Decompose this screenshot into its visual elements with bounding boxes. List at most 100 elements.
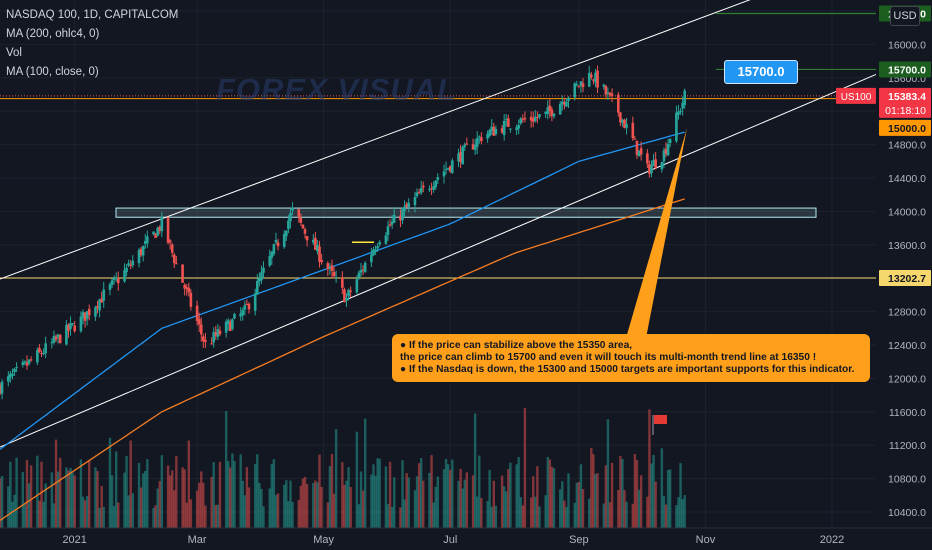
volume-bar (50, 472, 54, 528)
candle-body (436, 177, 440, 180)
volume-bar (529, 497, 533, 528)
candle-body (50, 342, 54, 344)
y-tick-label: 14800.0 (888, 140, 926, 152)
volume-bar (422, 480, 425, 528)
volume-bar (330, 453, 334, 528)
volume-bar (575, 482, 578, 528)
candle-body (521, 118, 525, 120)
bar-countdown: 01:18:10 (885, 105, 926, 117)
candle-body (515, 127, 518, 131)
candle-body (212, 332, 216, 343)
volume-bar (536, 466, 539, 528)
volume-bar (449, 469, 452, 528)
volume-bar (563, 500, 566, 528)
volume-bar (451, 459, 454, 528)
currency-button[interactable]: USD (890, 6, 920, 26)
candle-body (536, 117, 539, 119)
volume-bar (500, 475, 504, 528)
volume-bar (461, 488, 464, 528)
volume-bar (374, 475, 377, 528)
candle-body (116, 278, 120, 284)
candle-body (675, 112, 678, 142)
volume-bar (260, 488, 263, 528)
volume-bar (114, 451, 118, 528)
note-line-3: ● If the Nasdaq is down, the 15300 and 1… (400, 364, 855, 375)
analysis-note[interactable]: ● If the price can stabilize above the 1… (392, 334, 870, 382)
flag-icon[interactable] (652, 414, 670, 436)
volume-bar (532, 476, 535, 528)
volume-bar (552, 468, 556, 528)
candle-body (255, 281, 259, 295)
volume-bar (345, 480, 348, 528)
candle-body (36, 350, 39, 363)
volume-bar (577, 481, 581, 528)
volume-bar (361, 490, 365, 528)
candle-body (459, 151, 462, 163)
volume-bar (96, 471, 99, 528)
volume-bar (231, 453, 234, 528)
candle-body (550, 109, 554, 116)
y-tick-label: 11200.0 (889, 440, 926, 452)
candle-body (619, 112, 622, 123)
candle-body (392, 214, 396, 223)
volume-bar (79, 459, 83, 528)
candle-body (446, 167, 450, 169)
volume-bar (71, 472, 74, 528)
volume-bar (152, 507, 155, 528)
volume-bar (332, 493, 336, 528)
volume-bar (650, 463, 653, 528)
volume-bar (625, 501, 628, 528)
candle-body (318, 246, 321, 262)
volume-bar (372, 464, 375, 528)
volume-bar (0, 478, 2, 528)
candle-body (407, 202, 411, 208)
candle-body (421, 185, 425, 188)
volume-bar (548, 459, 552, 528)
volume-bar (98, 507, 101, 528)
candle-body (480, 137, 483, 142)
volume-bar (407, 477, 410, 528)
candle-body (187, 287, 191, 293)
volume-bar (146, 459, 149, 528)
volume-bar (285, 480, 288, 528)
candle-body (558, 103, 562, 115)
candle-body (131, 260, 135, 266)
volume-legend[interactable]: Vol (6, 47, 22, 59)
candle-body (58, 335, 62, 344)
candle-body (376, 246, 379, 249)
candle-body (662, 150, 666, 162)
candle-body (341, 277, 344, 288)
candle-body (419, 188, 423, 193)
volume-bar (432, 502, 435, 528)
candle-body (301, 224, 305, 229)
volume-bar (11, 501, 14, 528)
candle-body (305, 235, 309, 241)
candle-body (330, 265, 334, 271)
target-callout[interactable]: 15700.0 (724, 60, 798, 84)
volume-bar (646, 496, 649, 528)
channel-upper-line (0, 0, 751, 280)
candle-body (428, 188, 431, 190)
x-tick-label: Sep (569, 534, 589, 546)
candle-body (168, 240, 172, 243)
volume-bar (52, 503, 56, 528)
symbol-title[interactable]: NASDAQ 100, 1D, CAPITALCOM (6, 9, 179, 21)
volume-bar (139, 487, 143, 528)
candle-body (668, 138, 672, 143)
volume-bar (200, 471, 203, 528)
ma100-legend[interactable]: MA (100, close, 0) (6, 66, 99, 78)
volume-bar (565, 507, 568, 528)
x-tick-label: Nov (696, 534, 716, 546)
candle-body (185, 287, 189, 290)
support-zone-box (115, 207, 817, 218)
candle-body (139, 248, 143, 256)
volume-bar (602, 503, 605, 528)
y-tick-label: 11600.0 (889, 407, 926, 419)
horizontal-levels (0, 12, 876, 279)
volume-bar (419, 457, 423, 528)
candle-body (195, 305, 199, 321)
ma200-legend[interactable]: MA (200, ohlc4, 0) (6, 28, 100, 40)
volume-bar (36, 455, 39, 528)
price-tag (879, 119, 931, 136)
